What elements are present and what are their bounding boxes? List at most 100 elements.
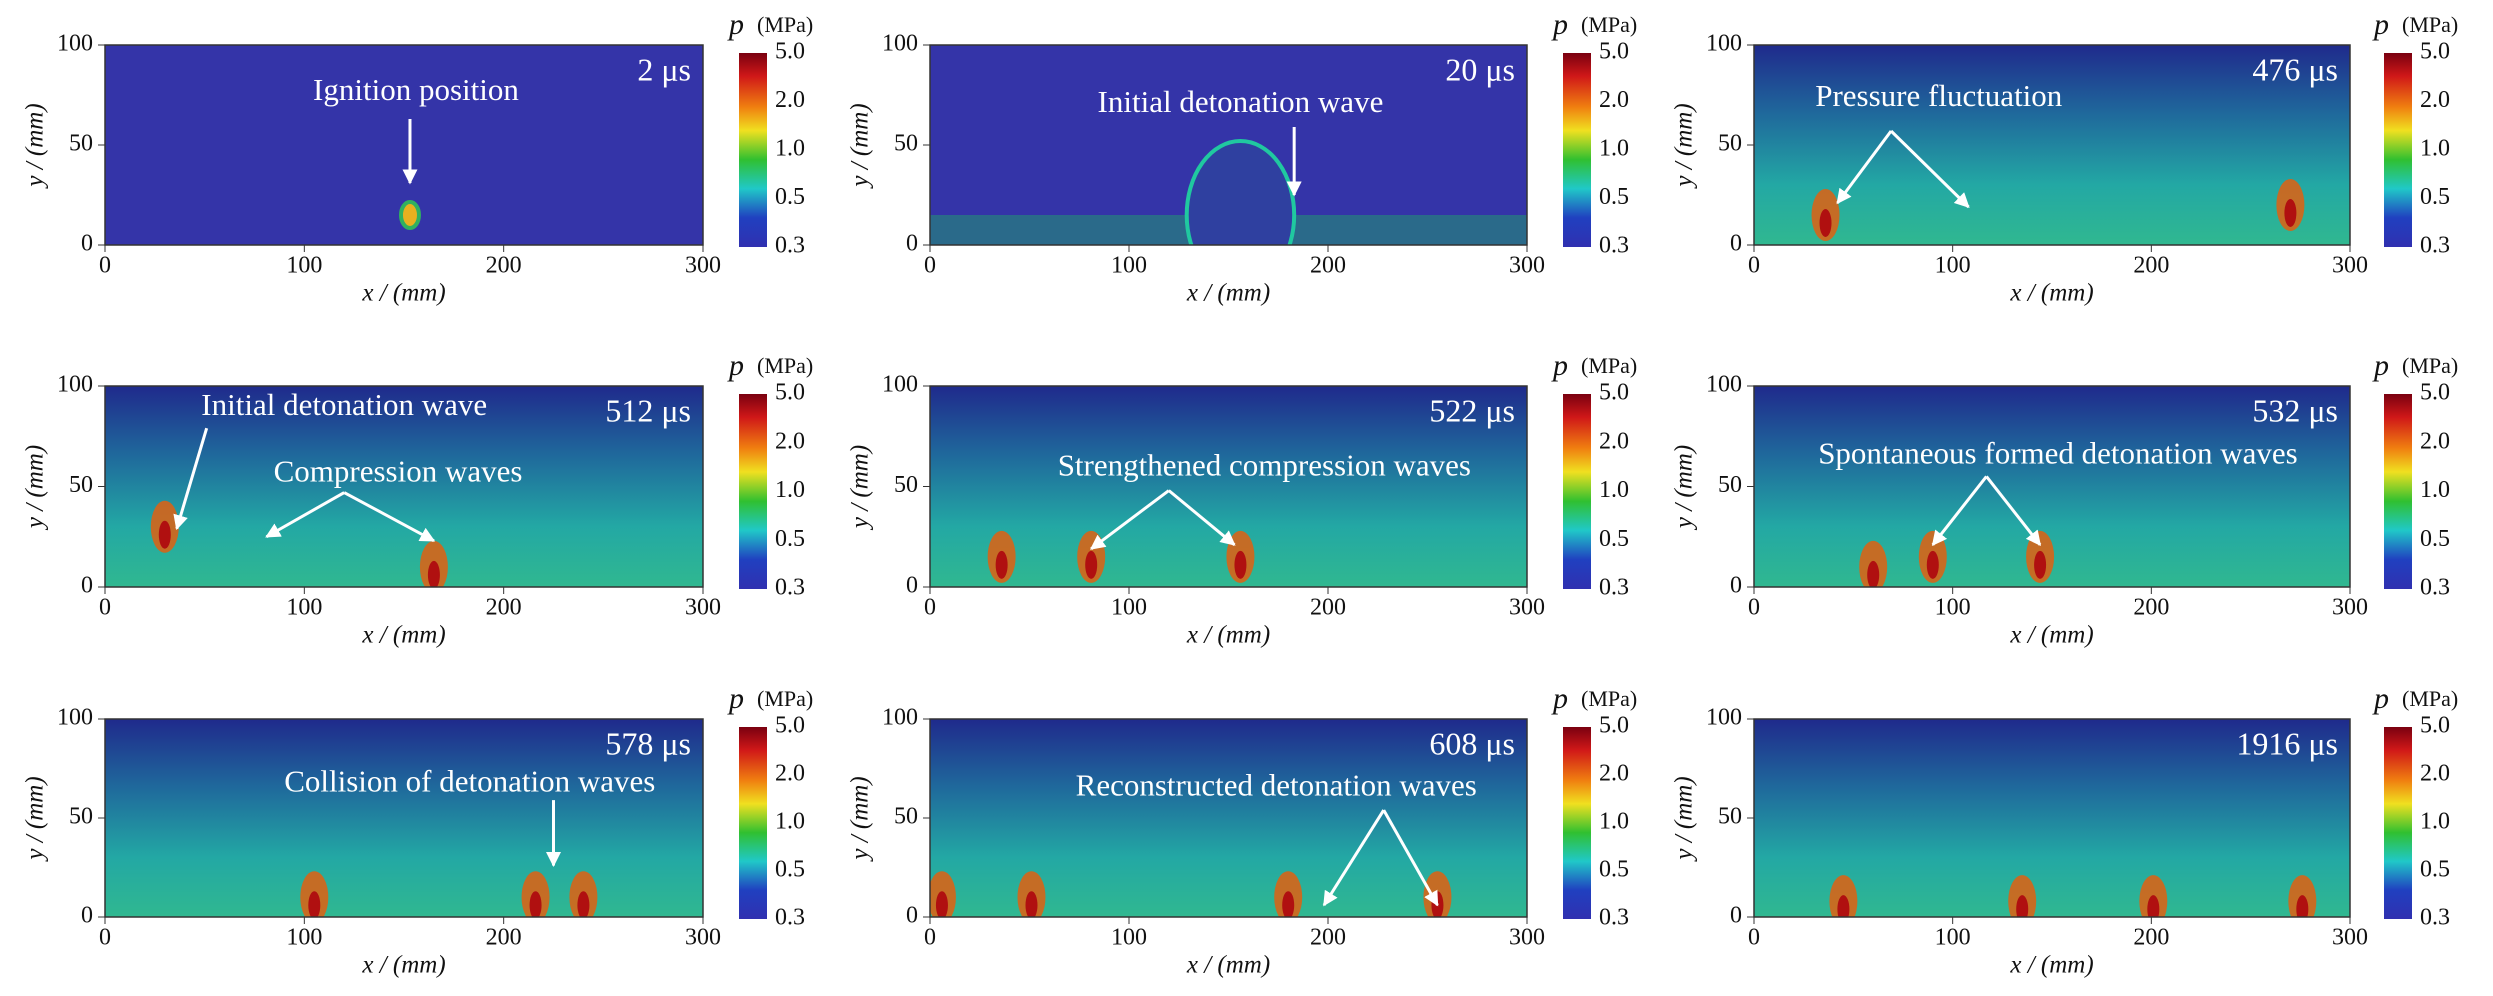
panel: 1916 μs 0 100 200 300 0 50 100 x / (mm) y / (mm) 5… xyxy=(1671,682,2458,979)
x-tick-label: 0 xyxy=(1748,253,1760,279)
hot-core xyxy=(2296,895,2309,917)
annotation: Strengthened compression waves xyxy=(1058,448,1471,483)
y-axis-label: y / (mm) xyxy=(1671,776,1698,862)
x-tick-label: 0 xyxy=(1748,595,1760,621)
colorbar-tick-label: 0.5 xyxy=(2420,184,2450,210)
time-label: 476 μs xyxy=(2252,51,2338,87)
colorbar-tick-label: 1.0 xyxy=(1599,477,1629,503)
colorbar-tick-label: 0.3 xyxy=(775,233,805,259)
hot-core xyxy=(308,891,321,917)
colorbar-unit: (MPa) xyxy=(1581,12,1637,37)
x-tick-label: 100 xyxy=(1111,925,1147,951)
arrow xyxy=(1167,489,1236,546)
x-tick-label: 300 xyxy=(2332,253,2368,279)
colorbar-tick-label: 0.5 xyxy=(1599,184,1629,210)
contour-field xyxy=(105,45,703,245)
x-tick-label: 300 xyxy=(1509,925,1545,951)
colorbar xyxy=(2384,394,2412,589)
colorbar-symbol: p xyxy=(2372,8,2389,41)
annotation: Initial detonation wave xyxy=(1098,84,1384,119)
annotation: Collision of detonation waves xyxy=(284,763,655,798)
annotation: Initial detonation wave xyxy=(201,387,487,422)
contour-field xyxy=(930,45,1527,245)
colorbar xyxy=(2384,727,2412,919)
y-tick-label: 100 xyxy=(882,372,918,398)
colorbar-tick-label: 5.0 xyxy=(2420,713,2450,739)
colorbar-tick-label: 0.5 xyxy=(2420,857,2450,883)
colorbar-tick-label: 5.0 xyxy=(775,380,805,406)
y-tick-label: 100 xyxy=(57,705,93,731)
colorbar-tick-label: 1.0 xyxy=(2420,136,2450,162)
x-tick-label: 200 xyxy=(1310,595,1346,621)
contour-field xyxy=(1754,386,2350,587)
colorbar-symbol: p xyxy=(2372,682,2389,715)
colorbar-tick-label: 0.5 xyxy=(2420,526,2450,552)
x-tick-label: 200 xyxy=(486,595,522,621)
colorbar-unit: (MPa) xyxy=(1581,686,1637,711)
arrow xyxy=(1985,475,2042,546)
panel: 522 μs Strengthened compression waves 0 100… xyxy=(847,349,1637,649)
colorbar-tick-label: 1.0 xyxy=(775,136,805,162)
arrow xyxy=(1836,130,1893,205)
colorbar xyxy=(739,394,767,589)
x-tick-label: 200 xyxy=(2133,595,2169,621)
y-axis-label: y / (mm) xyxy=(847,445,874,531)
colorbar-tick-label: 0.3 xyxy=(2420,233,2450,259)
colorbar-symbol: p xyxy=(727,682,744,715)
colorbar xyxy=(1563,727,1591,919)
x-tick-label: 300 xyxy=(2332,595,2368,621)
panel: 532 μs Spontaneous formed detonation wave… xyxy=(1671,349,2458,649)
x-tick-label: 100 xyxy=(286,925,322,951)
y-tick-label: 50 xyxy=(1718,804,1742,830)
detonation-bubble xyxy=(1184,139,1297,245)
y-tick-label: 0 xyxy=(1730,573,1742,599)
colorbar-symbol: p xyxy=(1551,349,1568,382)
time-label: 608 μs xyxy=(1429,725,1515,761)
hot-core xyxy=(935,891,948,917)
colorbar-unit: (MPa) xyxy=(1581,353,1637,378)
x-tick-label: 300 xyxy=(685,595,721,621)
colorbar xyxy=(2384,53,2412,247)
y-tick-label: 100 xyxy=(882,705,918,731)
y-axis-label: y / (mm) xyxy=(847,776,874,862)
y-axis-label: y / (mm) xyxy=(1671,445,1698,531)
colorbar-unit: (MPa) xyxy=(2402,353,2458,378)
hot-core xyxy=(1926,550,1939,579)
x-axis-label: x / (mm) xyxy=(1186,280,1270,307)
x-tick-label: 300 xyxy=(1509,253,1545,279)
colorbar-tick-label: 2.0 xyxy=(1599,87,1629,113)
y-axis-label: y / (mm) xyxy=(22,103,49,189)
field-bg xyxy=(1754,45,2350,245)
contour-field xyxy=(1754,719,2350,917)
colorbar-unit: (MPa) xyxy=(2402,12,2458,37)
y-tick-label: 50 xyxy=(1718,131,1742,157)
arrow xyxy=(1890,129,1970,209)
y-tick-label: 50 xyxy=(894,472,918,498)
y-tick-label: 50 xyxy=(894,131,918,157)
arrow xyxy=(1322,809,1385,907)
y-tick-label: 100 xyxy=(57,31,93,57)
colorbar-unit: (MPa) xyxy=(757,686,813,711)
colorbar-tick-label: 0.5 xyxy=(775,526,805,552)
contour-field xyxy=(930,386,1527,587)
y-tick-label: 0 xyxy=(81,231,93,257)
colorbar-tick-label: 1.0 xyxy=(775,809,805,835)
colorbar-tick-label: 0.3 xyxy=(1599,575,1629,601)
x-tick-label: 100 xyxy=(1111,253,1147,279)
arrow xyxy=(265,491,345,539)
hot-core xyxy=(427,560,440,587)
colorbar-tick-label: 5.0 xyxy=(2420,380,2450,406)
y-tick-label: 100 xyxy=(1706,705,1742,731)
colorbar-symbol: p xyxy=(1551,682,1568,715)
colorbar-tick-label: 2.0 xyxy=(775,761,805,787)
time-label: 532 μs xyxy=(2252,392,2338,428)
colorbar-tick-label: 0.3 xyxy=(2420,905,2450,931)
x-axis-label: x / (mm) xyxy=(2009,952,2093,979)
hot-core xyxy=(1025,891,1038,917)
colorbar-tick-label: 2.0 xyxy=(775,87,805,113)
x-tick-label: 300 xyxy=(2332,925,2368,951)
x-tick-label: 200 xyxy=(1310,925,1346,951)
arrow xyxy=(173,427,209,531)
colorbar-tick-label: 5.0 xyxy=(2420,39,2450,65)
